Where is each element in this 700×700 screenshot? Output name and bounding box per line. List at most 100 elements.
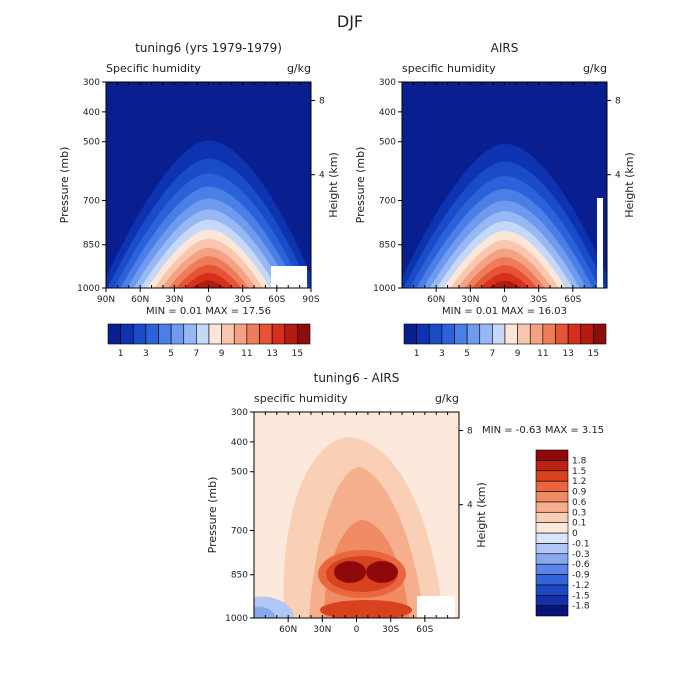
colorbar-label: 0.1 bbox=[572, 519, 586, 529]
contour-level bbox=[488, 280, 522, 288]
y2tick-label: 8 bbox=[467, 427, 473, 437]
panel-model: tuning6 (yrs 1979-1979) Specific humidity… bbox=[58, 41, 340, 359]
colorbar-box bbox=[466, 323, 481, 345]
xtick-label: 60N bbox=[131, 295, 149, 305]
colorbar-box bbox=[403, 323, 417, 345]
colorbar-label: -1.8 bbox=[572, 602, 590, 612]
colorbar-box bbox=[542, 323, 556, 345]
ytick-label: 1000 bbox=[77, 284, 100, 294]
ytick-label: 700 bbox=[83, 196, 100, 206]
colorbar-box bbox=[535, 449, 569, 461]
y-axis-title: Pressure (mb) bbox=[58, 147, 71, 224]
colorbar-box bbox=[259, 323, 273, 345]
xtick-label: 90N bbox=[97, 295, 115, 305]
ytick-label: 1000 bbox=[373, 284, 396, 294]
colorbar-box bbox=[535, 553, 569, 565]
colorbar-box bbox=[535, 584, 569, 596]
colorbar-box bbox=[535, 480, 569, 492]
colorbar-box bbox=[428, 323, 443, 345]
ytick-label: 1000 bbox=[225, 614, 248, 624]
colorbar-box bbox=[535, 563, 569, 575]
y2tick-label: 4 bbox=[319, 171, 325, 181]
panel-title: tuning6 - AIRS bbox=[314, 371, 400, 385]
colorbar-label: 1.8 bbox=[572, 456, 587, 466]
filled-contours bbox=[402, 82, 607, 288]
xtick-label: 30N bbox=[461, 295, 479, 305]
xtick-label: 30N bbox=[313, 625, 331, 635]
colorbar-label: 1.5 bbox=[572, 467, 586, 477]
colorbar-label: 1 bbox=[118, 349, 124, 359]
y-axis-title: Pressure (mb) bbox=[206, 477, 219, 554]
colorbar-box bbox=[170, 323, 185, 345]
colorbar-box bbox=[567, 323, 582, 345]
filled-contours bbox=[106, 82, 311, 288]
colorbar-box bbox=[183, 323, 197, 345]
xtick-label: 60N bbox=[279, 625, 297, 635]
colorbar-label: 13 bbox=[562, 349, 573, 359]
xtick-label: 60S bbox=[268, 295, 285, 305]
xtick-label: 90S bbox=[302, 295, 319, 305]
missing-data bbox=[271, 266, 307, 288]
y2tick-label: 4 bbox=[615, 171, 621, 181]
ytick-label: 400 bbox=[83, 108, 100, 118]
xtick-label: 0 bbox=[502, 295, 508, 305]
xtick-label: 0 bbox=[354, 625, 360, 635]
colorbar-box bbox=[196, 323, 210, 345]
colorbar-label: 15 bbox=[588, 349, 599, 359]
colorbar-label: 3 bbox=[439, 349, 445, 359]
colorbar-box bbox=[492, 323, 506, 345]
y2tick-label: 8 bbox=[615, 97, 621, 107]
colorbar-box bbox=[529, 323, 544, 345]
colorbar-label: 1.2 bbox=[572, 477, 586, 487]
y-axis-title: Pressure (mb) bbox=[354, 147, 367, 224]
variable-label: specific humidity bbox=[254, 392, 348, 405]
colorbar-box bbox=[504, 323, 518, 345]
colorbar-box bbox=[535, 605, 569, 617]
colorbar-box bbox=[158, 323, 172, 345]
colorbar-label: 0.3 bbox=[572, 508, 586, 518]
colorbar-box bbox=[297, 323, 311, 345]
colorbar-box bbox=[593, 323, 607, 345]
y2-axis-title: Height (km) bbox=[327, 152, 340, 218]
colorbar-box bbox=[284, 323, 298, 345]
ytick-label: 500 bbox=[231, 468, 248, 478]
y2tick-label: 4 bbox=[467, 501, 473, 511]
ytick-label: 300 bbox=[379, 78, 396, 88]
contour-level bbox=[334, 561, 366, 583]
colorbar-label: 0 bbox=[572, 529, 578, 539]
colorbar-label: 3 bbox=[143, 349, 149, 359]
colorbar-box bbox=[145, 323, 159, 345]
xtick-label: 0 bbox=[206, 295, 212, 305]
colorbar-box bbox=[120, 323, 134, 345]
colorbar-label: 11 bbox=[241, 349, 252, 359]
colorbar-label: -0.6 bbox=[572, 560, 590, 570]
colorbar-label: 5 bbox=[168, 349, 174, 359]
colorbar-box bbox=[535, 511, 569, 523]
contour-level bbox=[254, 606, 276, 618]
min-max-stats: MIN = 0.01 MAX = 17.56 bbox=[146, 306, 271, 317]
contour-level bbox=[183, 272, 234, 288]
colorbar-label: 9 bbox=[515, 349, 521, 359]
colorbar-box bbox=[271, 323, 286, 345]
colorbar-box bbox=[535, 594, 569, 606]
ytick-label: 500 bbox=[379, 138, 396, 148]
colorbar-label: 15 bbox=[292, 349, 303, 359]
colorbar-label: 0.9 bbox=[572, 488, 587, 498]
units-label: g/kg bbox=[287, 62, 311, 75]
colorbar-label: 0.6 bbox=[572, 498, 587, 508]
ytick-label: 850 bbox=[379, 241, 396, 251]
colorbar-box bbox=[132, 323, 147, 345]
colorbar-label: 5 bbox=[464, 349, 470, 359]
ytick-label: 850 bbox=[83, 241, 100, 251]
suptitle: DJF bbox=[337, 12, 363, 31]
contour-level bbox=[320, 600, 412, 618]
colorbar-label: -0.9 bbox=[572, 571, 590, 581]
colorbar-label: -1.2 bbox=[572, 581, 590, 591]
colorbar-label: 7 bbox=[194, 349, 200, 359]
xtick-label: 30S bbox=[234, 295, 251, 305]
missing-data bbox=[417, 596, 455, 618]
ytick-label: 700 bbox=[379, 196, 396, 206]
y2tick-label: 8 bbox=[319, 97, 325, 107]
